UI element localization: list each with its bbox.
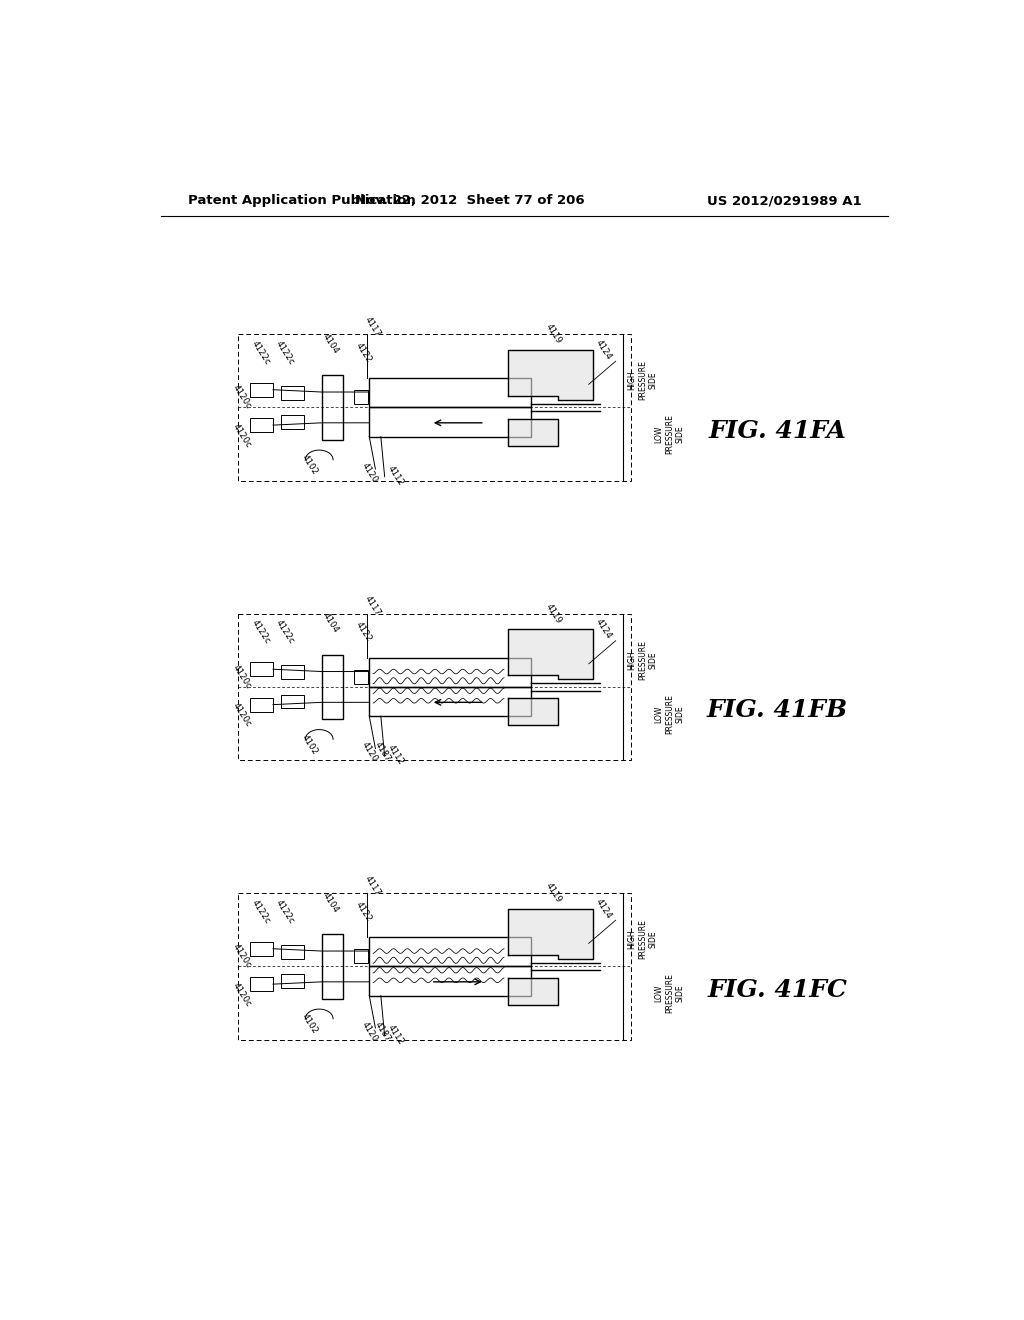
- Text: 4120: 4120: [359, 1020, 379, 1043]
- Text: 4117: 4117: [364, 314, 383, 338]
- Text: Nov. 22, 2012  Sheet 77 of 206: Nov. 22, 2012 Sheet 77 of 206: [354, 194, 584, 207]
- Text: 4122c: 4122c: [273, 339, 296, 366]
- Bar: [370, 408, 531, 437]
- Text: 4120c: 4120c: [231, 981, 253, 1008]
- Bar: [281, 974, 304, 987]
- Polygon shape: [508, 698, 558, 726]
- Bar: [370, 378, 531, 408]
- Bar: [281, 945, 304, 958]
- Bar: [250, 698, 273, 711]
- Bar: [354, 391, 368, 404]
- Text: FIG. 41FA: FIG. 41FA: [709, 418, 846, 442]
- Text: 4120: 4120: [359, 461, 379, 484]
- Bar: [250, 418, 273, 432]
- Text: 4120c: 4120c: [231, 422, 253, 449]
- Text: 4120c: 4120c: [231, 942, 253, 970]
- Polygon shape: [508, 978, 558, 1005]
- Polygon shape: [508, 908, 593, 958]
- Text: 4122: 4122: [354, 620, 374, 644]
- Text: 4124: 4124: [594, 896, 613, 920]
- Text: FIG. 41FB: FIG. 41FB: [707, 698, 848, 722]
- Text: 4104: 4104: [321, 891, 340, 913]
- Bar: [281, 414, 304, 429]
- Bar: [239, 894, 631, 1040]
- Text: 4122c: 4122c: [273, 619, 296, 645]
- Text: Patent Application Publication: Patent Application Publication: [188, 194, 416, 207]
- Bar: [370, 937, 531, 966]
- Bar: [370, 686, 531, 717]
- Text: 4102: 4102: [300, 1012, 319, 1036]
- Text: 4122: 4122: [354, 341, 374, 364]
- Text: 4122: 4122: [354, 900, 374, 923]
- Text: HIGH
PRESSURE
SIDE: HIGH PRESSURE SIDE: [628, 360, 657, 400]
- Bar: [250, 977, 273, 991]
- Polygon shape: [508, 630, 593, 680]
- Text: 4120c: 4120c: [231, 663, 253, 690]
- Bar: [281, 385, 304, 400]
- Text: 4112: 4112: [386, 743, 406, 767]
- Text: LOW
PRESSURE
SIDE: LOW PRESSURE SIDE: [654, 973, 684, 1014]
- Text: 4102: 4102: [300, 453, 319, 477]
- Text: 4120: 4120: [359, 741, 379, 764]
- Bar: [281, 694, 304, 709]
- Bar: [322, 935, 343, 999]
- Bar: [354, 671, 368, 684]
- Text: FIG. 41FC: FIG. 41FC: [708, 978, 847, 1002]
- Bar: [281, 665, 304, 680]
- Bar: [370, 966, 531, 995]
- Text: 4117: 4117: [364, 874, 383, 898]
- Bar: [322, 375, 343, 440]
- Bar: [250, 941, 273, 956]
- Text: HIGH
PRESSURE
SIDE: HIGH PRESSURE SIDE: [628, 920, 657, 960]
- Text: 4119: 4119: [544, 882, 564, 904]
- Text: 4119: 4119: [544, 322, 564, 346]
- Text: 4124: 4124: [594, 618, 613, 640]
- Text: 4187: 4187: [374, 741, 393, 764]
- Text: 4122c: 4122c: [250, 619, 272, 645]
- Bar: [370, 657, 531, 686]
- Text: US 2012/0291989 A1: US 2012/0291989 A1: [708, 194, 862, 207]
- Text: 4112: 4112: [386, 465, 406, 487]
- Text: LOW
PRESSURE
SIDE: LOW PRESSURE SIDE: [654, 414, 684, 454]
- Text: 4122c: 4122c: [250, 898, 272, 925]
- Bar: [322, 655, 343, 719]
- Text: 4120c: 4120c: [231, 702, 253, 729]
- Text: 4104: 4104: [321, 611, 340, 635]
- Text: 4119: 4119: [544, 602, 564, 626]
- Text: 4124: 4124: [594, 338, 613, 362]
- Text: 4112: 4112: [386, 1023, 406, 1047]
- Text: 4187: 4187: [374, 1020, 393, 1043]
- Text: LOW
PRESSURE
SIDE: LOW PRESSURE SIDE: [654, 694, 684, 734]
- Text: 4120c: 4120c: [231, 384, 253, 411]
- Text: 4122c: 4122c: [250, 339, 272, 366]
- Text: 4104: 4104: [321, 331, 340, 355]
- Text: 4102: 4102: [300, 733, 319, 756]
- Polygon shape: [508, 418, 558, 446]
- Polygon shape: [508, 350, 593, 400]
- Bar: [250, 663, 273, 676]
- Bar: [239, 614, 631, 760]
- Bar: [250, 383, 273, 396]
- Text: 4117: 4117: [364, 594, 383, 618]
- Bar: [239, 334, 631, 480]
- Text: 4122c: 4122c: [273, 898, 296, 925]
- Text: HIGH
PRESSURE
SIDE: HIGH PRESSURE SIDE: [628, 640, 657, 680]
- Bar: [354, 949, 368, 964]
